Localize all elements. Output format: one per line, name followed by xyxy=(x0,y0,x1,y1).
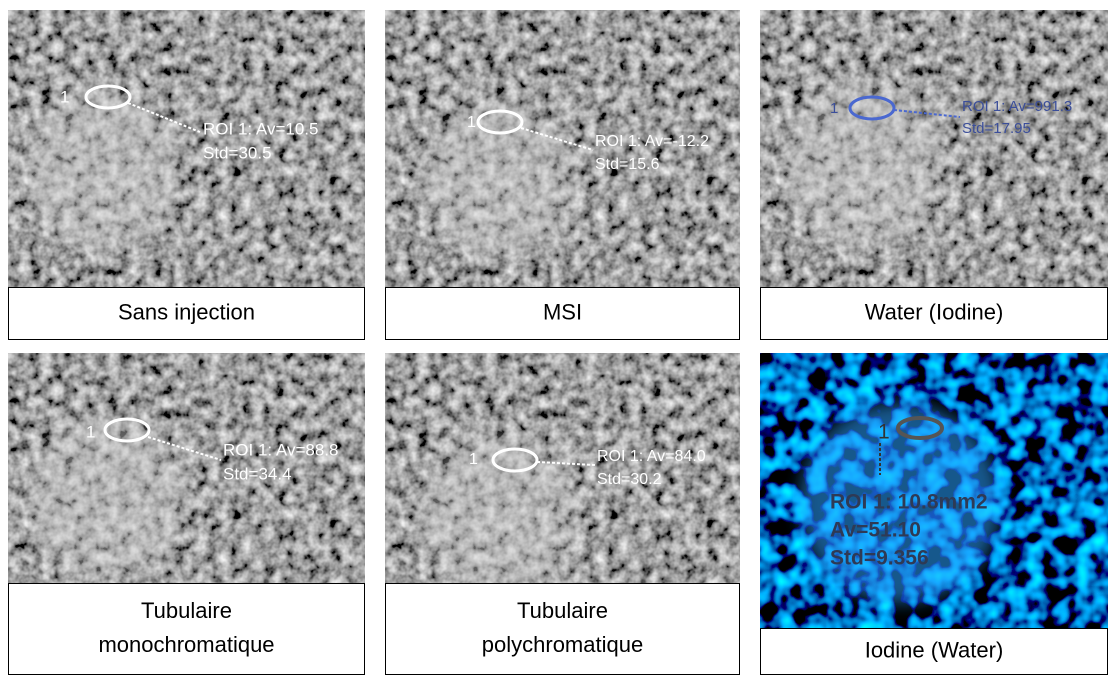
roi-leader xyxy=(893,109,961,118)
caption-box xyxy=(385,287,740,340)
roi-leader xyxy=(520,127,594,151)
caption: Tubulaire xyxy=(141,598,232,623)
caption-box xyxy=(385,583,740,675)
caption: Water (Iodine) xyxy=(865,299,1004,324)
ct-image: 1 ROI 1: Av=84.0 Std=30.2 xyxy=(385,353,740,583)
roi-ellipse xyxy=(896,416,944,440)
roi-id: 1 xyxy=(467,114,476,131)
lesion xyxy=(25,92,181,248)
roi-leader xyxy=(127,102,201,133)
roi-stat: ROI 1: Av=84.0 xyxy=(597,448,706,465)
roi-stat: Std=30.5 xyxy=(203,143,272,162)
ct-image: 1 ROI 1: Av=88.8 Std=34.4 xyxy=(8,353,365,583)
roi-id: 1 xyxy=(86,422,95,441)
roi-ellipse xyxy=(848,95,896,121)
roi-stat: ROI 1: Av=-12.2 xyxy=(595,133,709,150)
roi-id: 1 xyxy=(830,100,838,117)
lesion xyxy=(28,418,188,578)
caption-box xyxy=(760,628,1108,675)
caption-box xyxy=(8,583,365,675)
caption: Tubulaire xyxy=(517,598,608,623)
roi-ellipse xyxy=(103,417,151,443)
lesion xyxy=(785,85,945,245)
roi-leader xyxy=(147,436,222,461)
caption: polychromatique xyxy=(482,632,643,657)
roi-ellipse xyxy=(84,84,132,110)
roi-stat: Av=51.10 xyxy=(830,519,921,542)
roi-stat: Std=30.2 xyxy=(597,471,662,488)
caption: MSI xyxy=(543,299,582,324)
roi-stat: ROI 1: 10.8mm2 xyxy=(830,491,988,514)
roi-stat: ROI 1: Av=10.5 xyxy=(203,119,318,138)
caption: Iodine (Water) xyxy=(865,637,1004,662)
caption-box xyxy=(8,287,365,340)
ct-image: 1 ROI 1: Av=10.5 Std=30.5 xyxy=(8,10,365,287)
ct-image: 1 ROI 1: 10.8mm2 Av=51.10 Std=9.356 xyxy=(760,353,1108,628)
roi-stat: Std=17.95 xyxy=(962,120,1031,137)
roi-stat: Std=15.6 xyxy=(595,156,660,173)
roi-stat: ROI 1: Av=991.3 xyxy=(962,98,1072,115)
roi-id: 1 xyxy=(878,421,890,444)
lesion xyxy=(422,435,578,583)
roi-stat: Std=9.356 xyxy=(830,547,929,570)
caption: monochromatique xyxy=(98,632,274,657)
roi-id: 1 xyxy=(60,87,69,106)
roi-ellipse xyxy=(491,447,539,473)
ct-image: 1 ROI 1: Av=991.3 Std=17.95 xyxy=(760,10,1108,287)
lesion xyxy=(800,403,1000,603)
roi-ellipse xyxy=(476,109,524,135)
roi-stat: Std=34.4 xyxy=(223,464,292,483)
ct-image: 1 ROI 1: Av=-12.2 Std=15.6 xyxy=(385,10,740,287)
caption: Sans injection xyxy=(118,299,255,324)
roi-stat: ROI 1: Av=88.8 xyxy=(223,440,338,459)
roi-id: 1 xyxy=(469,451,478,468)
lesion xyxy=(425,105,575,255)
